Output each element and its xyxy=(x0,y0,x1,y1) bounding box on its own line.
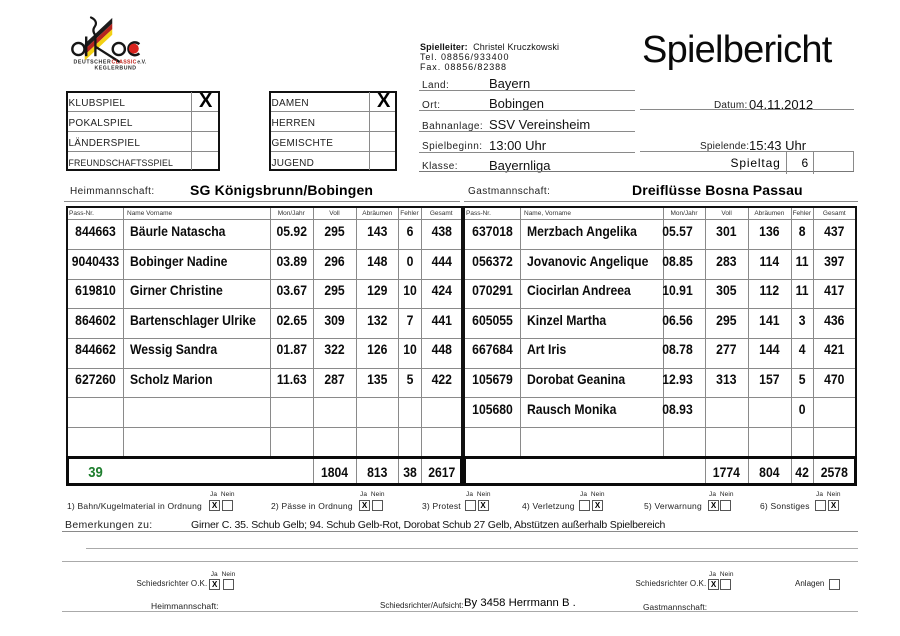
svg-text:DEUTSCHER: DEUTSCHER xyxy=(74,60,112,66)
svg-text:KEGLERBUND: KEGLERBUND xyxy=(95,66,137,72)
svg-text:CLASSIC: CLASSIC xyxy=(112,60,137,66)
svg-text:e.V.: e.V. xyxy=(137,60,146,66)
